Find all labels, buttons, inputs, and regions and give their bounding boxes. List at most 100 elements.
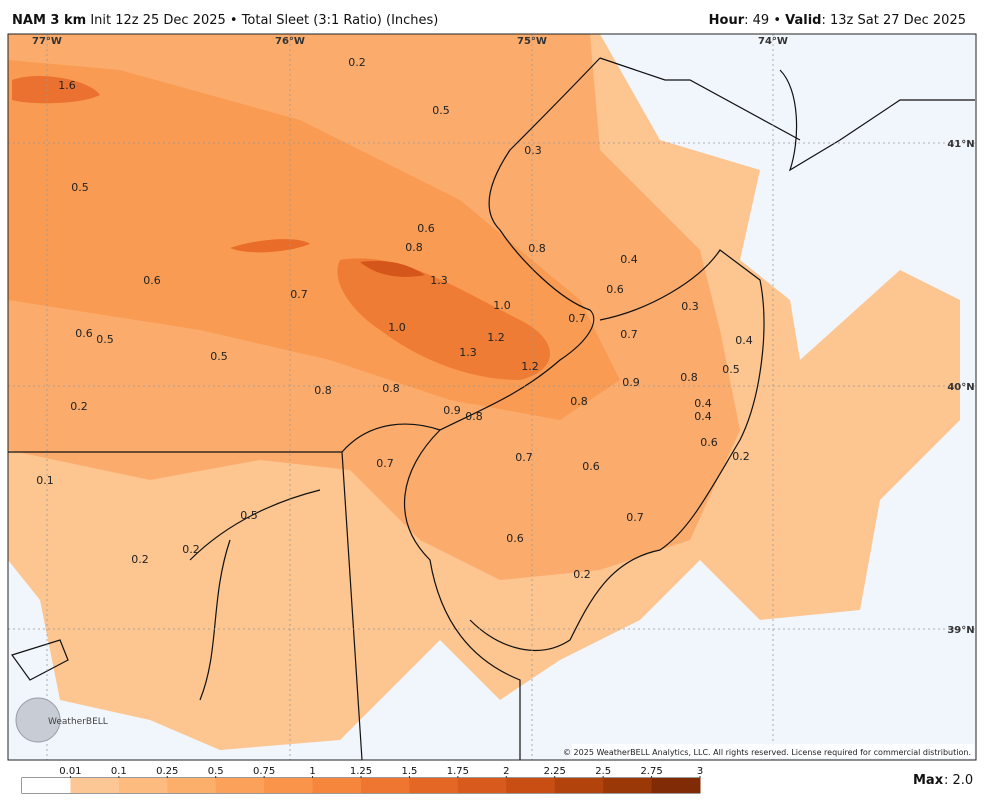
value-label: 0.2: [732, 450, 750, 463]
value-label: 1.2: [487, 331, 505, 344]
value-label: 0.2: [182, 543, 200, 556]
colorbar-tick-label: 2.75: [640, 766, 662, 777]
colorbar-tick-label: 3: [697, 766, 703, 777]
value-label: 0.3: [681, 300, 699, 313]
value-label: 0.9: [622, 376, 640, 389]
colorbar-tick-label: 0.1: [111, 766, 127, 777]
value-label: 1.3: [459, 346, 477, 359]
map-frame: [7, 33, 977, 761]
value-label: 0.6: [606, 283, 624, 296]
logo: WeatherBELL: [15, 697, 108, 743]
value-label: 0.5: [96, 333, 114, 346]
colorbar-cell: [603, 778, 653, 793]
value-label: 0.7: [376, 457, 394, 470]
sleet-max: [360, 260, 425, 277]
header-right: Hour: 49 • Valid: 13z Sat 27 Dec 2025: [709, 13, 966, 28]
colorbar-cell: [264, 778, 314, 793]
value-label: 0.4: [694, 397, 712, 410]
value-label: 1.2: [521, 360, 539, 373]
value-label: 0.6: [506, 532, 524, 545]
value-label: 0.3: [524, 144, 542, 157]
colorbar-tick-label: 2.5: [595, 766, 611, 777]
logo-text: WeatherBELL: [48, 717, 108, 727]
value-label: 0.8: [570, 395, 588, 408]
value-label: 0.7: [568, 312, 586, 325]
run-info: Init 12z 25 Dec 2025 • Total Sleet (3:1 …: [90, 13, 439, 28]
valid-label: Valid: [785, 13, 822, 28]
value-label: 0.9: [443, 404, 461, 417]
value-label: 0.5: [210, 350, 228, 363]
graticule: [8, 34, 976, 760]
map-area: WeatherBELL: [8, 34, 976, 760]
value-label: 0.6: [143, 274, 161, 287]
valid: : 13z Sat 27 Dec 2025: [821, 13, 966, 28]
colorbar-tick-label: 1.75: [447, 766, 469, 777]
lat-label: 39°N: [947, 625, 974, 636]
colorbar-cell: [409, 778, 459, 793]
value-label: 0.7: [620, 328, 638, 341]
max-value: : 2.0: [944, 773, 973, 788]
colorbar-tick-label: 0.01: [59, 766, 81, 777]
value-label: 1.3: [430, 274, 448, 287]
colorbar-cell: [118, 778, 168, 793]
value-label: 0.8: [680, 371, 698, 384]
lon-label: 76°W: [275, 36, 305, 47]
value-label: 0.6: [582, 460, 600, 473]
value-label: 0.7: [515, 451, 533, 464]
value-label: 0.8: [405, 241, 423, 254]
colorbar-tick-label: 0.5: [208, 766, 224, 777]
value-label: 0.6: [700, 436, 718, 449]
value-label: 0.7: [290, 288, 308, 301]
colorbar-cell: [651, 778, 701, 793]
value-label: 0.4: [735, 334, 753, 347]
value-label: 0.8: [314, 384, 332, 397]
header-left: NAM 3 km Init 12z 25 Dec 2025 • Total Sl…: [12, 13, 438, 28]
colorbar-tick-label: 1.25: [350, 766, 372, 777]
value-label: 0.5: [240, 509, 258, 522]
value-label: 1.0: [493, 299, 511, 312]
max-label: Max: [913, 773, 944, 788]
colorbar-cell: [215, 778, 265, 793]
lon-label: 75°W: [517, 36, 547, 47]
colorbar-cell: [457, 778, 507, 793]
colorbar-tick-label: 2: [503, 766, 509, 777]
value-label: 0.6: [75, 327, 93, 340]
colorbar-cell: [554, 778, 604, 793]
lat-label: 41°N: [947, 139, 974, 150]
value-label: 0.2: [70, 400, 88, 413]
value-label: 0.5: [432, 104, 450, 117]
borders: [8, 57, 975, 760]
colorbar-cell: [22, 778, 71, 793]
lon-label: 77°W: [32, 36, 62, 47]
value-label: 0.5: [722, 363, 740, 376]
hour: : 49 •: [744, 13, 781, 28]
sleet-max: [337, 258, 550, 380]
value-label: 0.6: [417, 222, 435, 235]
colorbar-cell: [70, 778, 120, 793]
colorbar-tick-label: 1.5: [401, 766, 417, 777]
lat-label: 40°N: [947, 382, 974, 393]
value-label: 0.8: [382, 382, 400, 395]
colorbar-tick-label: 0.75: [253, 766, 275, 777]
lon-label: 74°W: [758, 36, 788, 47]
value-label: 0.1: [36, 474, 54, 487]
value-label: 0.5: [71, 181, 89, 194]
value-label: 1.6: [58, 79, 76, 92]
hour-label: Hour: [708, 13, 745, 28]
colorbar-tick-label: 1: [309, 766, 315, 777]
value-label: 0.8: [465, 410, 483, 423]
colorbar-tick-label: 2.25: [544, 766, 566, 777]
value-label: 0.2: [348, 56, 366, 69]
colorbar-cell: [167, 778, 217, 793]
value-label: 0.8: [528, 242, 546, 255]
model: NAM 3 km: [12, 13, 87, 28]
value-label: 0.2: [573, 568, 591, 581]
colorbar-cell: [361, 778, 410, 793]
colorbar-cell: [312, 778, 362, 793]
colorbar-tick-label: 0.25: [156, 766, 178, 777]
sleet-max: [12, 75, 100, 104]
value-label: 1.0: [388, 321, 406, 334]
copyright: © 2025 WeatherBELL Analytics, LLC. All r…: [563, 748, 971, 757]
